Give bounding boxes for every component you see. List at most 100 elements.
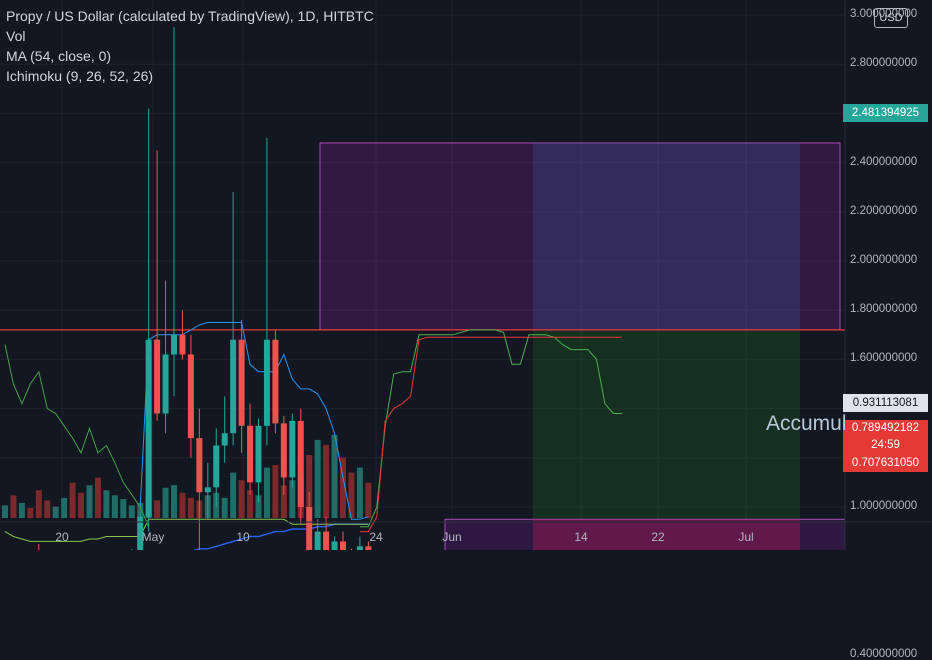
time-tick-label: Jul — [738, 530, 754, 544]
symbol-title[interactable]: Propy / US Dollar (calculated by Trading… — [6, 8, 374, 24]
volume-bar — [69, 482, 76, 518]
time-tick-label: 10 — [236, 530, 250, 544]
candle-body — [289, 420, 296, 478]
candlesticks — [38, 27, 372, 550]
volume-bar — [94, 477, 101, 518]
candle-body — [204, 487, 211, 493]
volume-bar — [162, 487, 169, 518]
volume-bar — [137, 502, 144, 518]
volume-bar — [27, 507, 34, 518]
target-zone-rect — [319, 142, 841, 331]
candle-body — [340, 541, 346, 550]
volume-bar — [331, 434, 338, 518]
price-tick-label: 1.600000000 — [850, 352, 918, 365]
volume-bar — [272, 465, 279, 518]
volume-bar — [187, 497, 194, 518]
volume-bar — [230, 472, 237, 518]
accumulation-zone-rect — [444, 518, 846, 550]
volume-bar — [255, 495, 262, 518]
volume-bar — [171, 485, 177, 518]
time-tick-label: 22 — [651, 530, 665, 544]
volume-bars — [2, 434, 372, 518]
time-tick-label: May — [141, 530, 165, 544]
candle-body — [162, 354, 169, 414]
chart-canvas[interactable] — [0, 0, 932, 550]
candle-body — [314, 531, 321, 550]
volume-bar — [154, 500, 161, 518]
time-tick-label: 24 — [369, 530, 383, 544]
volume-bar — [323, 444, 330, 518]
price-tick-label: 3.000000000 — [850, 8, 918, 20]
risk-zone-rect — [533, 519, 800, 550]
candle-body — [247, 425, 254, 483]
last-price-label: 0.789492182 24:59 — [843, 420, 928, 454]
accumulation-text: Accumulation — [766, 412, 845, 435]
ma-indicator-label[interactable]: MA (54, close, 0) — [6, 48, 112, 64]
volume-bar — [289, 480, 296, 518]
volume-bar — [238, 480, 245, 518]
candle-body — [255, 425, 262, 483]
reward-upper-rect — [533, 142, 800, 330]
time-tick-label: Jun — [442, 530, 462, 544]
candle-body — [145, 339, 152, 517]
volume-bar — [61, 497, 68, 518]
volume-bar — [179, 492, 186, 518]
chart-grid — [0, 0, 845, 522]
candle-body — [221, 433, 228, 446]
stop-price-label: 0.707631050 — [843, 454, 928, 472]
time-tick-label: 20 — [55, 530, 69, 544]
volume-bar — [280, 485, 287, 518]
price-tick-label: 2.800000000 — [850, 57, 918, 70]
ichimoku-indicator-label[interactable]: Ichimoku (9, 26, 52, 26) — [6, 68, 154, 84]
candle-body — [187, 354, 194, 439]
currency-button[interactable]: USD — [874, 8, 908, 28]
volume-bar — [340, 457, 346, 518]
candle-body — [196, 438, 203, 493]
reward-lower-rect — [533, 329, 800, 520]
volume-bar — [128, 505, 135, 518]
volume-bar — [111, 495, 118, 518]
volume-indicator-label[interactable]: Vol — [6, 28, 26, 44]
ichimoku-tenkan-line — [139, 322, 369, 520]
drawing-zones — [0, 142, 846, 550]
volume-bar — [247, 490, 254, 518]
upper-zone-price-label: 0.931113081 — [843, 394, 928, 412]
price-tick-label: 2.400000000 — [850, 155, 918, 168]
last-price-value: 0.789492182 — [843, 420, 928, 437]
volume-bar — [18, 502, 25, 518]
volume-bar — [103, 490, 110, 518]
price-tick-label: 0.400000000 — [850, 647, 918, 660]
kumo-lead-a-line — [359, 329, 622, 528]
candle-body — [272, 339, 279, 424]
volume-bar — [44, 500, 51, 518]
ichimoku-chikou-line — [4, 344, 150, 527]
candle-body — [213, 445, 220, 488]
volume-bar — [120, 499, 127, 518]
volume-bar — [86, 485, 93, 518]
volume-bar — [52, 506, 59, 518]
chart-legend: Propy / US Dollar (calculated by Trading… — [6, 6, 374, 86]
candle-body — [306, 507, 313, 550]
price-tick-label: 2.200000000 — [850, 204, 918, 217]
volume-bar — [10, 495, 17, 518]
candle-body — [297, 420, 304, 507]
candle-body — [230, 339, 237, 434]
volume-bar — [35, 490, 42, 518]
target-price-label: 2.481394925 — [843, 104, 928, 122]
candle-body — [280, 423, 287, 478]
candle-body — [356, 546, 363, 550]
candle-body — [137, 516, 144, 550]
bar-countdown: 24:59 — [843, 437, 928, 454]
candle-body — [323, 531, 330, 550]
time-tick-label: 14 — [574, 530, 588, 544]
volume-bar — [263, 467, 270, 518]
candle-body — [171, 334, 177, 355]
price-tick-label: 1.800000000 — [850, 303, 918, 316]
candle-body — [263, 339, 270, 426]
volume-bar — [221, 497, 228, 518]
kumo-lead-b-line — [359, 336, 622, 533]
price-tick-label: 2.000000000 — [850, 254, 918, 266]
candle-body — [238, 339, 245, 426]
candle-body — [365, 546, 372, 550]
volume-bar — [314, 439, 321, 518]
